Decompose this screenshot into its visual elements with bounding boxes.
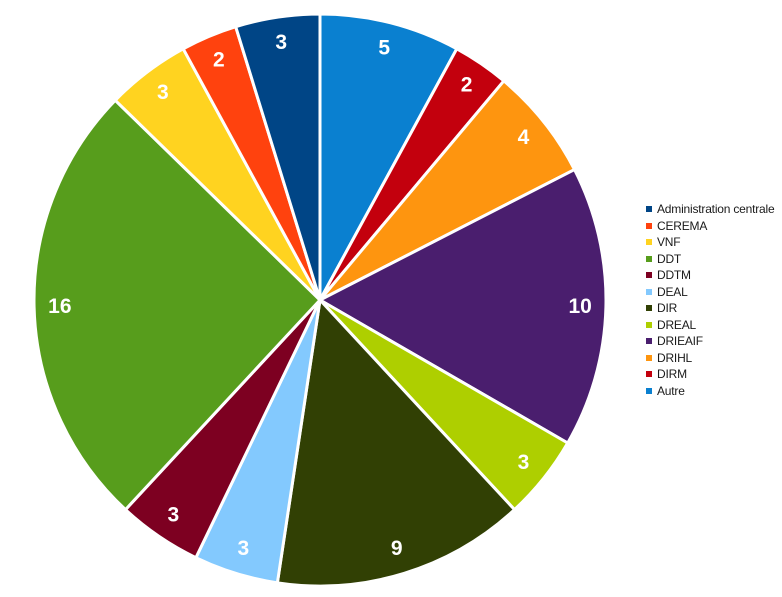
legend-label: Administration centrale xyxy=(657,202,775,217)
legend-item-administration-centrale: Administration centrale xyxy=(646,201,775,218)
data-label-drieaif: 10 xyxy=(568,295,591,318)
legend-label: DEAL xyxy=(657,284,688,299)
legend-label: VNF xyxy=(657,235,681,250)
data-label-deal: 3 xyxy=(237,537,249,560)
pie-slice-autre xyxy=(318,12,459,302)
pie-slice-ddt xyxy=(32,98,322,512)
legend-item-ddt: DDT xyxy=(646,251,774,268)
data-label-vnf: 3 xyxy=(157,81,169,104)
data-label-dirm: 2 xyxy=(461,73,473,96)
legend-swatch xyxy=(646,387,652,394)
legend-item-deal: DEAL xyxy=(646,284,774,301)
legend-label: DIRM xyxy=(657,367,687,382)
legend-swatch xyxy=(646,206,652,213)
data-label-ddt: 16 xyxy=(48,295,71,318)
legend-item-autre: Autre xyxy=(646,383,774,400)
legend-label: DREAL xyxy=(657,317,697,332)
legend-label: DDTM xyxy=(657,268,691,283)
legend-label: DDT xyxy=(657,251,682,266)
legend-label: DRIEAIF xyxy=(657,334,703,349)
legend-label: Autre xyxy=(657,383,685,398)
legend-swatch xyxy=(646,321,652,328)
pie-slice-drihl xyxy=(318,79,577,302)
pie-chart: 5 2 4 10 3 9 3 3 16 3 2 3 xyxy=(32,12,608,588)
legend-item-vnf: VNF xyxy=(646,234,774,251)
data-label-cerema: 2 xyxy=(213,49,225,72)
legend-item-cerema: CEREMA xyxy=(646,218,774,235)
legend-item-drihl: DRIHL xyxy=(646,350,774,367)
legend-swatch xyxy=(646,305,652,312)
pie-slice-dir xyxy=(275,298,517,588)
legend-item-drieaif: DRIEAIF xyxy=(646,333,774,350)
data-label-dir: 9 xyxy=(391,537,403,560)
legend-label: DRIHL xyxy=(657,350,693,365)
legend-item-dreal: DREAL xyxy=(646,317,774,334)
pie-slice-drieaif xyxy=(318,168,608,445)
legend-swatch xyxy=(646,288,652,295)
legend-swatch xyxy=(646,354,652,361)
legend-swatch xyxy=(646,272,652,279)
legend-label: CEREMA xyxy=(657,218,708,233)
data-label-administration-centrale: 3 xyxy=(275,31,287,54)
data-label-drihl: 4 xyxy=(518,126,530,149)
data-label-autre: 5 xyxy=(378,36,390,59)
data-label-dreal: 3 xyxy=(518,451,530,474)
legend-swatch xyxy=(646,239,652,246)
pie-slice-administration-centrale xyxy=(234,12,322,302)
legend-swatch xyxy=(646,371,652,378)
data-label-ddtm: 3 xyxy=(168,504,180,527)
legend-item-dir: DIR xyxy=(646,300,774,317)
legend-swatch xyxy=(646,255,652,262)
legend-swatch xyxy=(646,338,652,345)
legend-label: DIR xyxy=(657,301,678,316)
chart-legend: Administration centrale CEREMA VNF DDT DDTM D… xyxy=(646,201,775,400)
legend-item-ddtm: DDTM xyxy=(646,267,774,284)
legend-swatch xyxy=(646,222,652,229)
legend-item-dirm: DIRM xyxy=(646,366,774,383)
